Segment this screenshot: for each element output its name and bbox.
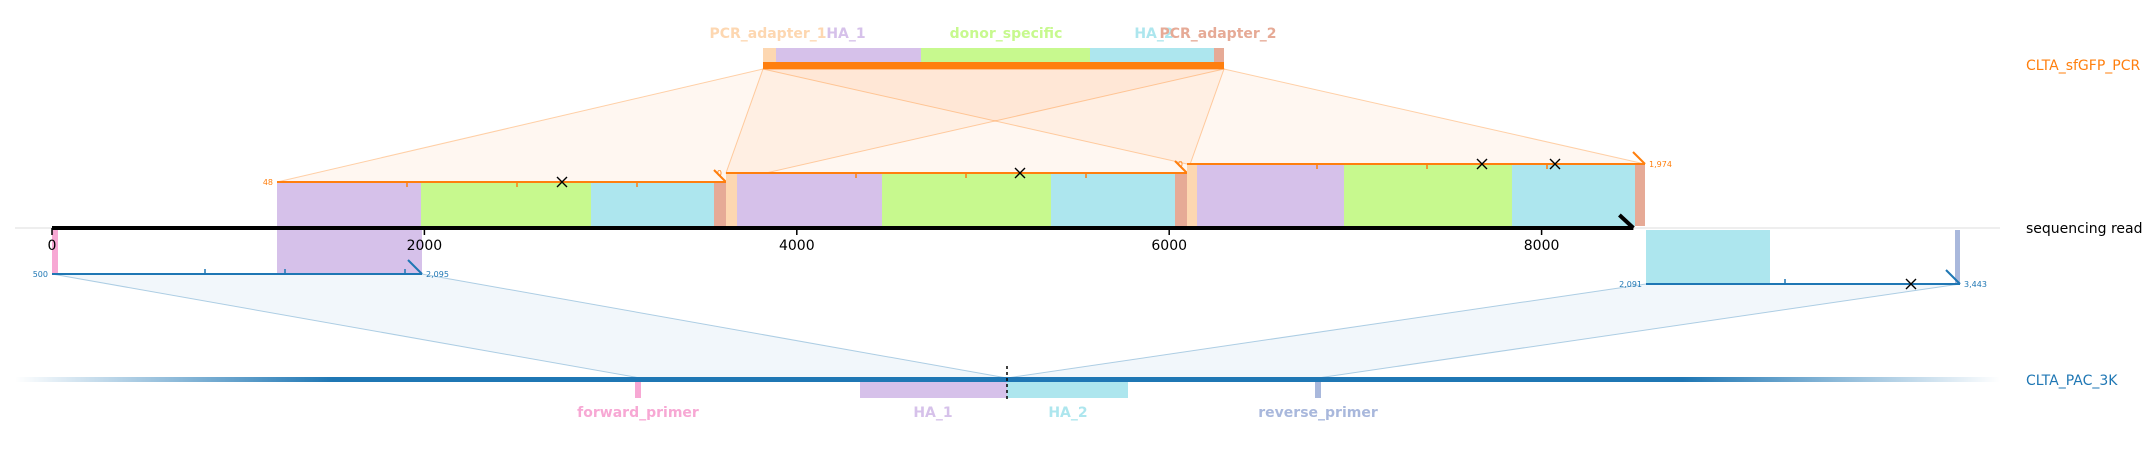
top-aligned-segment (277, 182, 421, 226)
bottom-fan (1006, 283, 1961, 379)
top-alignment-arrow (1174, 160, 1188, 174)
top-alignments: 481,98001,98001,974 (263, 151, 1672, 226)
top-align-start-label: 0 (717, 169, 722, 178)
bottom-feature-forward_primer (635, 382, 641, 398)
axis-tick-label: 4000 (779, 238, 815, 254)
mismatch-cross (556, 176, 568, 188)
top-feature-PCR_adapter_1 (763, 48, 776, 62)
bottom-alignment-arrow (1945, 269, 1961, 285)
top-aligned-segment (1175, 173, 1187, 226)
bottom-align-end-label: 3,443 (1964, 280, 1987, 289)
top-feature-label: PCR_adapter_2 (1159, 26, 1276, 42)
mismatch-cross (1476, 158, 1488, 170)
top-reference: PCR_adapter_1 HA_1 donor_specific HA_2PCR_a… (709, 26, 1277, 69)
top-align-start-label: 0 (1178, 160, 1183, 169)
bottom-align-start-label: 500 (33, 270, 48, 279)
top-aligned-segment (1187, 164, 1197, 226)
top-aligned-segment (714, 182, 726, 226)
bottom-feature-label: forward_primer (577, 405, 699, 421)
track-label-top: CLTA_sfGFP_PCR (2026, 58, 2140, 74)
mismatch-cross (1905, 278, 1917, 290)
bottom-connector-fans (51, 273, 1961, 379)
bottom-align-start-label: 2,091 (1619, 280, 1642, 289)
bottom-aligned-segment (277, 230, 422, 274)
bottom-feature-label: HA_1 (913, 405, 952, 421)
axis-tick-label: 0 (48, 238, 57, 254)
top-aligned-segment (1512, 164, 1635, 226)
bottom-alignment-arrow (407, 259, 423, 275)
top-aligned-segment (591, 182, 714, 226)
top-aligned-segment (726, 173, 737, 226)
track-label-bottom: CLTA_PAC_3K (2026, 373, 2118, 389)
bottom-feature-HA_2 (1007, 382, 1128, 398)
axis-tick-label: 6000 (1151, 238, 1187, 254)
bottom-align-end-label: 2,095 (426, 270, 449, 279)
mismatch-cross (1549, 158, 1561, 170)
top-aligned-segment (882, 173, 1051, 226)
bottom-aligned-segment (1646, 230, 1770, 284)
top-aligned-segment (421, 182, 591, 226)
top-feature-HA_1 (776, 48, 921, 62)
top-aligned-segment (1197, 164, 1344, 226)
top-align-start-label: 48 (263, 178, 273, 187)
bottom-feature-reverse_primer (1315, 382, 1321, 398)
top-feature-label: HA_1 (826, 26, 865, 42)
top-feature-label: donor_specific (950, 26, 1063, 42)
top-align-end-label: 1,974 (1649, 160, 1672, 169)
mismatch-cross (1014, 167, 1026, 179)
top-aligned-segment (1635, 164, 1645, 226)
top-alignment-arrow (713, 169, 727, 183)
top-feature-label: PCR_adapter_1 (709, 26, 826, 42)
bottom-fan (51, 273, 1008, 379)
top-feature-donor_specific (921, 48, 1090, 62)
bottom-alignments: 500 2,095 2,091 3,443 (33, 230, 1987, 290)
top-aligned-segment (1344, 164, 1512, 226)
top-alignment-arrow (1632, 151, 1646, 165)
top-feature-PCR_adapter_2 (1214, 48, 1224, 62)
track-label-middle: sequencing read (2026, 221, 2142, 237)
read-axis: 0 2000 4000 6000 8000 (15, 213, 2000, 254)
bottom-aligned-segment (52, 230, 58, 274)
axis-tick-label: 2000 (407, 238, 443, 254)
bottom-feature-label: HA_2 (1048, 405, 1087, 421)
top-feature-HA_2 (1090, 48, 1214, 62)
top-connector-fans (276, 68, 1646, 183)
bottom-aligned-segment (1955, 230, 1960, 284)
top-feature-label: HA_2 (1134, 26, 1173, 42)
top-aligned-segment (737, 173, 882, 226)
bottom-feature-HA_1 (860, 382, 1007, 398)
bottom-feature-label: reverse_primer (1258, 405, 1378, 421)
axis-tick-label: 8000 (1524, 238, 1560, 254)
bottom-reference: forward_primer HA_1 HA_2 reverse_primer (15, 366, 2000, 421)
read-arrowhead (1618, 213, 1635, 230)
top-aligned-segment (1051, 173, 1175, 226)
top-reference-bar (763, 62, 1224, 69)
